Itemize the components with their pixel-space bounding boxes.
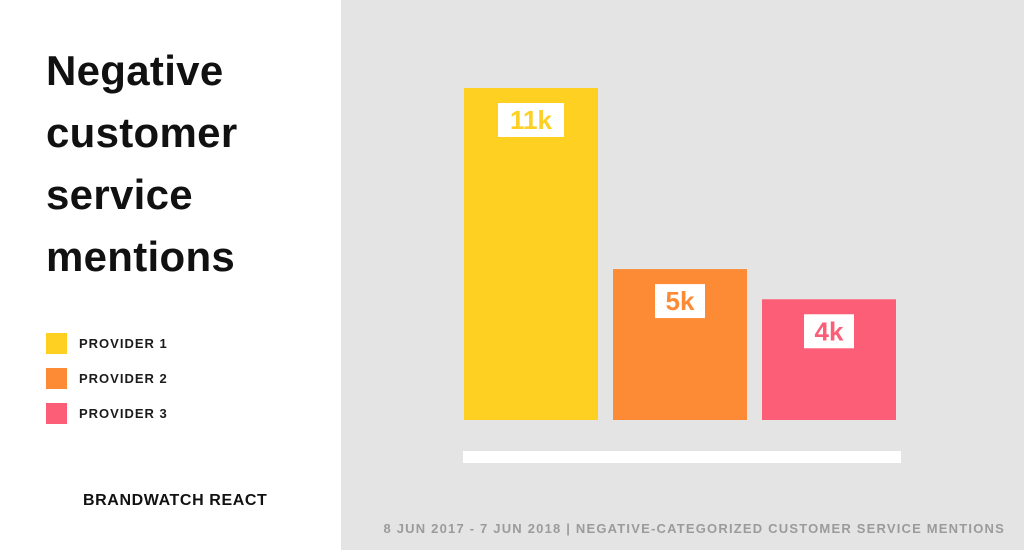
legend-label-provider-3: PROVIDER 3: [79, 406, 168, 421]
legend-label-provider-2: PROVIDER 2: [79, 371, 168, 386]
chart-footer-caption: 8 JUN 2017 - 7 JUN 2018 | NEGATIVE-CATEG…: [383, 521, 1005, 536]
x-axis-baseline: [463, 451, 901, 463]
data-label-box-provider-2: [655, 284, 705, 319]
chart-title: Negative customer service mentions: [46, 47, 238, 280]
data-label-provider-2: 5k: [666, 286, 695, 316]
legend-label-provider-1: PROVIDER 1: [79, 336, 168, 351]
legend-swatch-provider-3: [46, 403, 67, 424]
brand-name: BRANDWATCH REACT: [83, 492, 268, 509]
legend-swatch-provider-2: [46, 368, 67, 389]
data-label-provider-1: 11k: [510, 105, 552, 135]
chart-panel: 11k 5k 4k 8 JUN 2017 - 7 JUN 2018 | NEGATI…: [341, 0, 1024, 550]
bar-chart: 11k 5k 4k: [463, 88, 901, 463]
data-label-box-provider-3: [804, 314, 854, 349]
bar-provider-1: [464, 88, 598, 420]
left-panel: Negative customer service mentions PROVI…: [0, 0, 341, 550]
data-label-box-provider-1: [498, 103, 564, 137]
data-label-provider-3: 4k: [815, 316, 844, 346]
legend-swatch-provider-1: [46, 333, 67, 354]
